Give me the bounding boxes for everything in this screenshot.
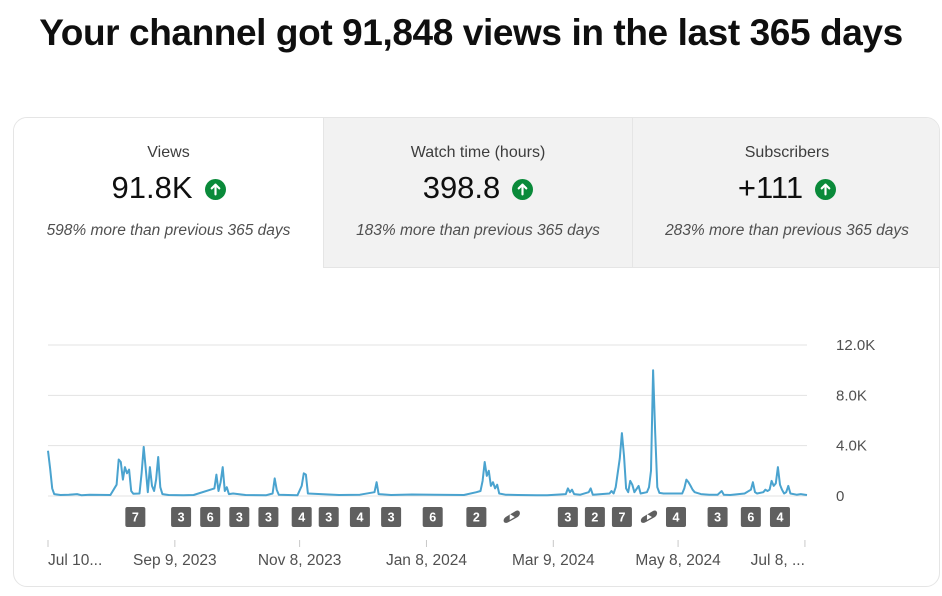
upload-marker-count: 3 [564, 511, 571, 525]
tab-watch-time[interactable]: Watch time (hours) 398.8 183% more than … [323, 118, 632, 268]
upload-marker-count: 4 [776, 511, 783, 525]
analytics-card: Views 91.8K 598% more than previous 365 … [13, 117, 940, 587]
upload-marker [200, 507, 221, 527]
x-tick-label: Jan 8, 2024 [386, 552, 467, 569]
upload-marker [584, 507, 605, 527]
tab-label: Subscribers [744, 144, 830, 161]
upload-marker [171, 507, 192, 527]
arrow-up-circle-icon [815, 178, 837, 200]
upload-marker [125, 507, 146, 527]
y-tick-label: 12.0K [836, 337, 875, 354]
tab-subscribers[interactable]: Subscribers +111 283% more than previous… [632, 118, 939, 268]
upload-marker [422, 507, 443, 527]
upload-marker-count: 3 [388, 511, 395, 525]
tab-comparison-text: 283% more than previous 365 days [665, 222, 909, 239]
tab-comparison-text: 598% more than previous 365 days [46, 222, 291, 239]
x-tick-label: Jul 8, ... [751, 552, 805, 569]
upload-marker-count: 3 [325, 511, 332, 525]
upload-marker [291, 507, 312, 527]
upload-marker-count: 3 [265, 511, 272, 525]
upload-marker [466, 507, 487, 527]
upload-marker [611, 507, 632, 527]
shorts-icon [640, 510, 658, 523]
tab-value: +111 [737, 170, 804, 205]
upload-marker [229, 507, 250, 527]
y-tick-label: 4.0K [836, 438, 867, 455]
upload-marker [318, 507, 339, 527]
tab-views[interactable]: Views 91.8K 598% more than previous 365 … [14, 118, 323, 268]
x-tick-label: May 8, 2024 [635, 552, 721, 569]
upload-marker [707, 507, 728, 527]
tab-label: Views [147, 144, 190, 161]
views-series-line [47, 369, 808, 497]
arrow-up-circle-icon [204, 178, 226, 200]
tab-label: Watch time (hours) [410, 144, 546, 161]
upload-marker [740, 507, 761, 527]
x-tick-label: Jul 10... [48, 552, 102, 569]
upload-marker-count: 6 [747, 511, 754, 525]
upload-marker [769, 507, 790, 527]
x-tick-label: Nov 8, 2023 [258, 552, 342, 569]
views-line-chart[interactable]: 12.0K 8.0K 4.0K 0 7 3 6 3 3 4 3 4 3 6 2 3 2 7 4 3 6 4 Jul 10..… [14, 268, 940, 587]
upload-marker-count: 4 [298, 511, 305, 525]
upload-marker [381, 507, 402, 527]
upload-marker-count: 2 [473, 511, 480, 525]
upload-marker-count: 2 [591, 511, 598, 525]
shorts-icon [503, 510, 520, 523]
y-tick-label: 0 [836, 488, 844, 505]
tab-value: 91.8K [111, 170, 193, 205]
metric-tabs: Views 91.8K 598% more than previous 365 … [14, 118, 939, 268]
upload-marker-count: 4 [673, 511, 680, 525]
upload-marker [665, 507, 686, 527]
upload-marker-count: 7 [618, 511, 625, 525]
upload-marker-count: 4 [356, 511, 363, 525]
tab-comparison-text: 183% more than previous 365 days [356, 222, 600, 239]
upload-marker-count: 3 [714, 511, 721, 525]
x-tick-label: Sep 9, 2023 [133, 552, 217, 569]
x-tick-label: Mar 9, 2024 [512, 552, 595, 569]
upload-marker-count: 7 [132, 511, 139, 525]
upload-marker-count: 3 [236, 511, 243, 525]
upload-marker [258, 507, 279, 527]
upload-marker-count: 6 [429, 511, 436, 525]
tab-value: 398.8 [422, 170, 501, 205]
upload-marker-count: 6 [207, 511, 214, 525]
upload-marker [557, 507, 578, 527]
upload-marker [349, 507, 370, 527]
page-headline: Your channel got 91,848 views in the las… [39, 12, 903, 53]
upload-marker-count: 3 [178, 511, 185, 525]
arrow-up-circle-icon [512, 178, 534, 200]
y-tick-label: 8.0K [836, 387, 867, 404]
